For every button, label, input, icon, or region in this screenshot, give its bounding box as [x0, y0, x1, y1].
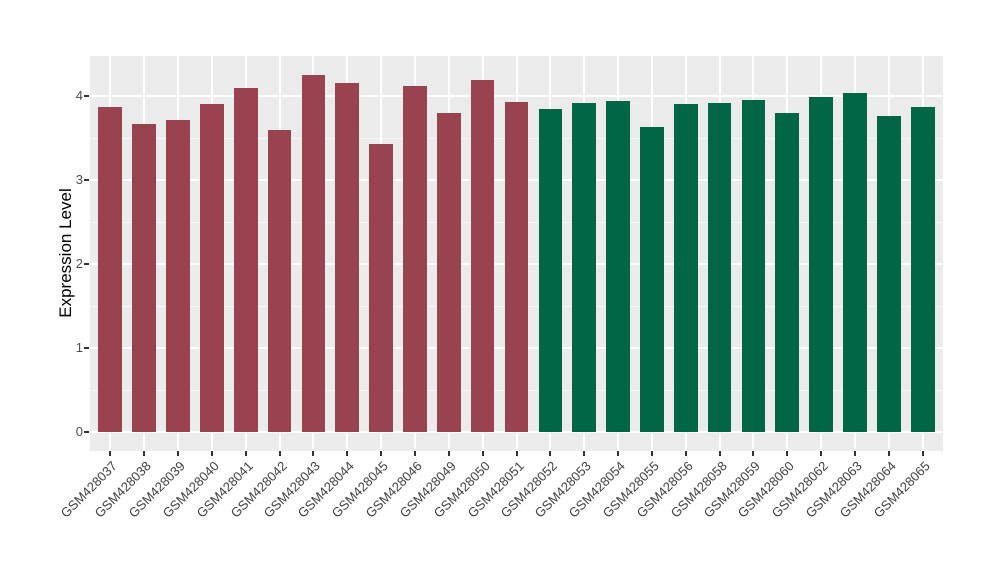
bar-GSM428039	[166, 120, 190, 432]
x-tick-mark	[718, 451, 721, 456]
x-tick-mark	[109, 451, 112, 456]
bar-GSM428062	[809, 96, 833, 432]
bar-GSM428050	[470, 80, 495, 432]
bar-GSM428051	[504, 101, 529, 432]
bar-GSM428060	[775, 112, 800, 432]
x-tick-mark	[853, 451, 856, 456]
bar-GSM428038	[132, 123, 156, 432]
x-tick-mark	[447, 451, 450, 456]
x-tick-mark	[515, 451, 518, 456]
bar-GSM428054	[606, 101, 630, 432]
bar-GSM428064	[876, 116, 901, 432]
x-tick-mark	[177, 451, 179, 456]
bar-GSM428063	[843, 92, 867, 432]
bar-GSM428042	[267, 129, 292, 432]
x-tick-mark	[413, 451, 416, 456]
bar-GSM428045	[369, 143, 393, 432]
bar-GSM428058	[707, 102, 732, 432]
y-tick-label: 2	[75, 256, 83, 271]
bar-GSM428052	[538, 108, 563, 432]
x-tick-mark	[244, 451, 247, 456]
y-tick-label: 1	[75, 340, 83, 355]
x-tick-mark	[786, 451, 789, 456]
y-tick-label: 3	[75, 172, 83, 187]
x-tick-mark	[549, 451, 552, 456]
bar-GSM428053	[572, 102, 597, 432]
x-tick-mark	[650, 451, 653, 456]
bar-GSM428065	[910, 106, 935, 432]
bar-GSM428059	[741, 100, 766, 432]
plot-panel	[90, 56, 943, 451]
y-tick-mark	[84, 95, 89, 97]
bar-GSM428044	[335, 82, 360, 432]
x-tick-mark	[210, 451, 213, 456]
y-tick-mark	[84, 347, 89, 349]
x-tick-mark	[820, 451, 823, 456]
x-tick-mark	[346, 451, 349, 456]
y-tick-mark	[84, 263, 89, 265]
y-tick-mark	[84, 431, 89, 433]
x-tick-mark	[583, 451, 586, 456]
x-tick-mark	[684, 451, 687, 456]
y-tick-label: 0	[75, 424, 83, 439]
x-tick-mark	[752, 451, 755, 456]
y-tick-label: 4	[75, 88, 83, 103]
x-tick-mark	[921, 451, 924, 456]
bar-GSM428043	[301, 75, 326, 432]
bar-GSM428056	[673, 104, 698, 432]
bar-GSM428041	[233, 87, 258, 432]
x-tick-mark	[887, 451, 890, 456]
y-tick-mark	[84, 179, 89, 181]
bar-GSM428055	[640, 127, 664, 432]
bar-GSM428046	[403, 85, 427, 432]
x-tick-mark	[380, 451, 383, 456]
bar-GSM428037	[98, 106, 123, 432]
x-tick-mark	[617, 451, 620, 456]
x-tick-mark	[143, 451, 146, 456]
x-tick-mark	[481, 451, 484, 456]
bar-GSM428040	[200, 104, 224, 432]
x-tick-mark	[312, 451, 315, 456]
bar-GSM428049	[436, 112, 461, 432]
y-axis-title: Expression Level	[56, 188, 75, 318]
x-tick-mark	[278, 451, 281, 456]
